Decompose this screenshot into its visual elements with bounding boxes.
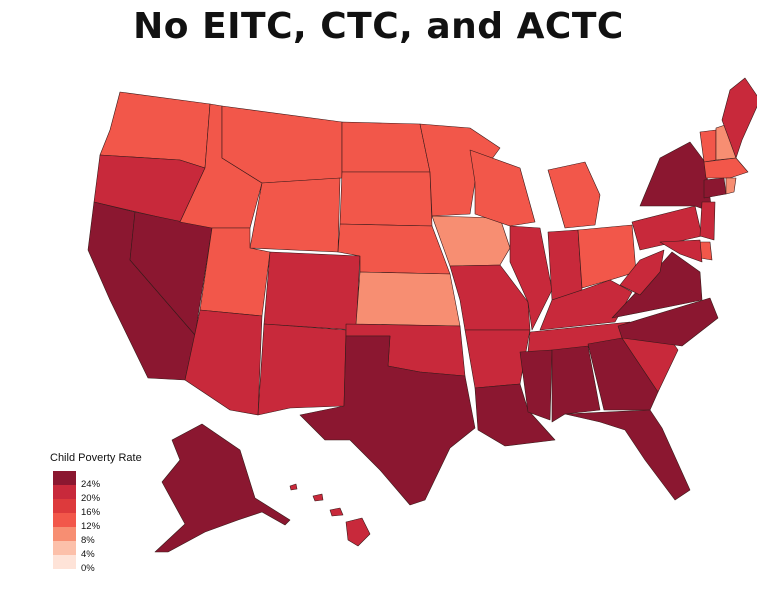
hawaii-big-island: [345, 517, 371, 547]
legend-item: 16%: [50, 499, 142, 517]
state-OH: [577, 224, 637, 289]
state-HI: [289, 483, 371, 547]
legend-label: 8%: [81, 535, 95, 546]
state-SD: [339, 171, 433, 227]
state-WI: [469, 149, 536, 227]
legend-swatch: [53, 555, 76, 569]
legend-item: 24%: [50, 471, 142, 489]
states-layer: [87, 77, 757, 553]
hawaii-kauai: [289, 483, 298, 491]
state-FL: [564, 409, 691, 501]
legend-items: 24% 20% 16% 12% 8% 4% 0%: [50, 471, 142, 573]
legend-item: 4%: [50, 541, 142, 559]
hawaii-oahu: [312, 493, 324, 502]
legend-item: 20%: [50, 485, 142, 503]
legend-swatch: [53, 471, 76, 485]
state-MS: [519, 349, 553, 421]
state-ND: [341, 121, 431, 173]
state-NY: [639, 141, 713, 213]
state-AR: [464, 329, 531, 389]
state-TX: [299, 335, 476, 506]
state-AZ: [184, 309, 263, 416]
state-LA: [474, 383, 556, 447]
legend-item: 8%: [50, 527, 142, 545]
legend-label: 0%: [81, 563, 95, 574]
state-CO: [263, 251, 361, 331]
legend-swatch: [53, 499, 76, 513]
legend-label: 24%: [81, 479, 101, 490]
state-AK: [154, 423, 291, 553]
state-RI: [725, 177, 737, 195]
legend-swatch: [53, 541, 76, 555]
legend-swatch: [53, 527, 76, 541]
state-AL: [551, 345, 601, 423]
state-MN: [419, 123, 501, 217]
map-title: No EITC, CTC, and ACTC: [133, 6, 624, 47]
state-GA: [587, 337, 659, 411]
legend-swatch: [53, 485, 76, 499]
legend-item: 0%: [50, 555, 142, 573]
legend-label: 16%: [81, 507, 101, 518]
state-WY: [249, 177, 341, 253]
state-CT: [703, 177, 727, 199]
state-VT: [699, 129, 717, 163]
legend-label: 20%: [81, 493, 101, 504]
state-IN: [547, 229, 583, 301]
state-KS: [355, 271, 461, 327]
state-KY: [539, 279, 633, 331]
legend-label: 4%: [81, 549, 95, 560]
legend-item: 12%: [50, 513, 142, 531]
hawaii-maui: [329, 507, 344, 517]
state-NJ: [699, 201, 716, 241]
state-MI: [547, 161, 601, 229]
state-NC: [617, 297, 719, 347]
state-IL: [509, 225, 553, 331]
legend-label: 12%: [81, 521, 101, 532]
state-WV: [619, 249, 665, 296]
state-MA: [703, 157, 749, 179]
state-NM: [257, 323, 347, 416]
legend: Child Poverty Rate 24% 20% 16% 12% 8% 4% 0%: [50, 452, 142, 573]
state-MD: [659, 239, 703, 263]
legend-swatch: [53, 513, 76, 527]
legend-title: Child Poverty Rate: [50, 452, 142, 464]
